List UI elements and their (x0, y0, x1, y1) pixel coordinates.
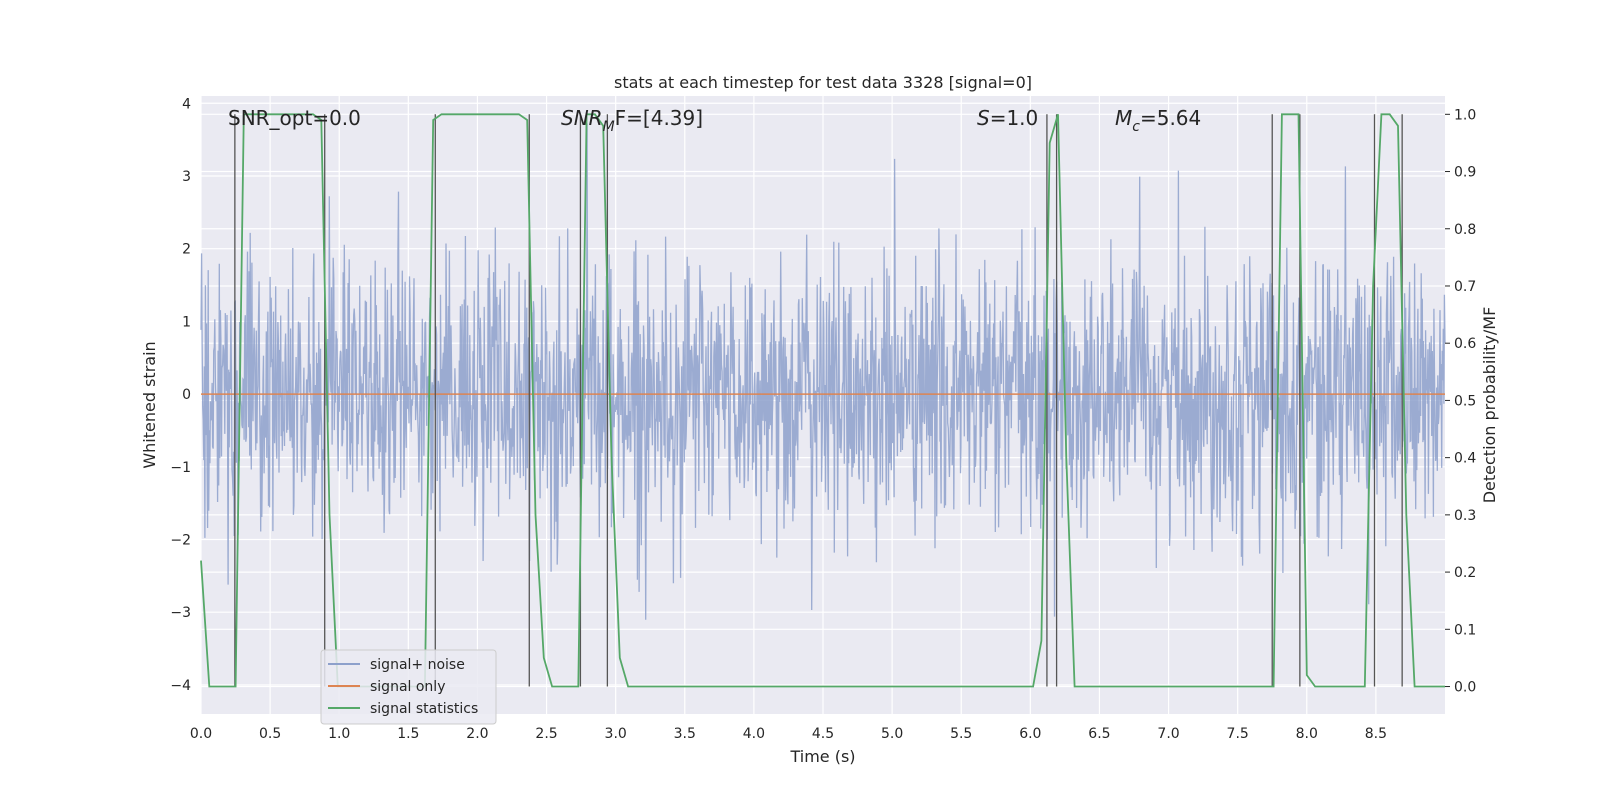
y-right-tick-label-10: 1.0 (1454, 107, 1476, 123)
x-tick-label-0: 0.0 (190, 726, 212, 742)
y-tick-label-7: 3 (182, 169, 191, 185)
y-axis-label: Whitened strain (140, 341, 159, 468)
annotation-mc: Mc=5.64 (1115, 106, 1201, 135)
x-tick-label-17: 8.5 (1365, 726, 1387, 742)
x-tick-label-5: 2.5 (535, 726, 557, 742)
y-right-tick-label-0: 0.0 (1454, 680, 1476, 696)
y-right-axis-label: Detection probability/MF (1480, 307, 1499, 504)
x-tick-label-12: 6.0 (1019, 726, 1041, 742)
y-right-axis-ticks: 0.0 0.1 0.2 0.3 0.4 0.5 0.6 0.7 0.8 0.9 1.0 (1445, 107, 1476, 696)
x-tick-label-15: 7.5 (1227, 726, 1249, 742)
chart-title: stats at each timestep for test data 332… (614, 73, 1032, 92)
y-right-tick-label-5: 0.5 (1454, 393, 1476, 409)
y-axis-ticks: −4 −3 −2 −1 0 1 2 3 4 (170, 96, 191, 694)
y-tick-label-8: 4 (182, 96, 191, 112)
y-right-tick-label-9: 0.9 (1454, 165, 1476, 181)
legend-box (320, 649, 497, 725)
x-tick-label-13: 6.5 (1088, 726, 1110, 742)
x-tick-label-10: 5.0 (881, 726, 903, 742)
legend-label-noise: signal+ noise (370, 657, 465, 673)
x-tick-label-4: 2.0 (466, 726, 488, 742)
x-tick-label-8: 4.0 (743, 726, 765, 742)
legend-label-statistics: signal statistics (370, 701, 478, 717)
x-tick-label-9: 4.5 (812, 726, 834, 742)
y-right-tick-label-4: 0.4 (1454, 451, 1476, 467)
annotation-snr-mf: SNRMF=[4.39] (561, 106, 703, 135)
y-tick-label-6: 2 (182, 242, 191, 258)
y-tick-label-5: 1 (182, 314, 191, 330)
x-tick-label-14: 7.0 (1157, 726, 1179, 742)
noise-series (200, 123, 1446, 620)
y-tick-label-1: −3 (170, 605, 191, 621)
x-tick-label-3: 1.5 (397, 726, 419, 742)
annotation-s: S=1.0 (977, 106, 1038, 130)
x-axis-ticks: 0.0 0.5 1.0 1.5 2.0 2.5 3.0 3.5 4.0 4.5 5.0 5.5 6.0 6… (190, 726, 1387, 742)
legend: signal+ noise signal only signal statist… (320, 649, 497, 725)
y-tick-label-3: −1 (170, 460, 191, 476)
x-tick-label-11: 5.5 (950, 726, 972, 742)
y-tick-label-4: 0 (182, 387, 191, 403)
x-tick-label-6: 3.0 (605, 726, 627, 742)
y-right-tick-label-8: 0.8 (1454, 222, 1476, 238)
x-tick-label-16: 8.0 (1296, 726, 1318, 742)
annotation-snr-opt: SNR_opt=0.0 (228, 106, 361, 130)
y-right-tick-label-7: 0.7 (1454, 279, 1476, 295)
x-tick-label-2: 1.0 (328, 726, 350, 742)
legend-label-signal-only: signal only (370, 679, 445, 695)
noise-line (200, 123, 1446, 620)
y-right-tick-label-1: 0.1 (1454, 622, 1476, 638)
y-right-tick-label-3: 0.3 (1454, 508, 1476, 524)
y-tick-label-2: −2 (170, 533, 191, 549)
y-right-tick-label-2: 0.2 (1454, 565, 1476, 581)
y-tick-label-0: −4 (170, 678, 191, 694)
y-right-tick-label-6: 0.6 (1454, 336, 1476, 352)
x-axis-label: Time (s) (789, 747, 855, 766)
x-tick-label-1: 0.5 (259, 726, 281, 742)
x-tick-label-7: 3.5 (674, 726, 696, 742)
